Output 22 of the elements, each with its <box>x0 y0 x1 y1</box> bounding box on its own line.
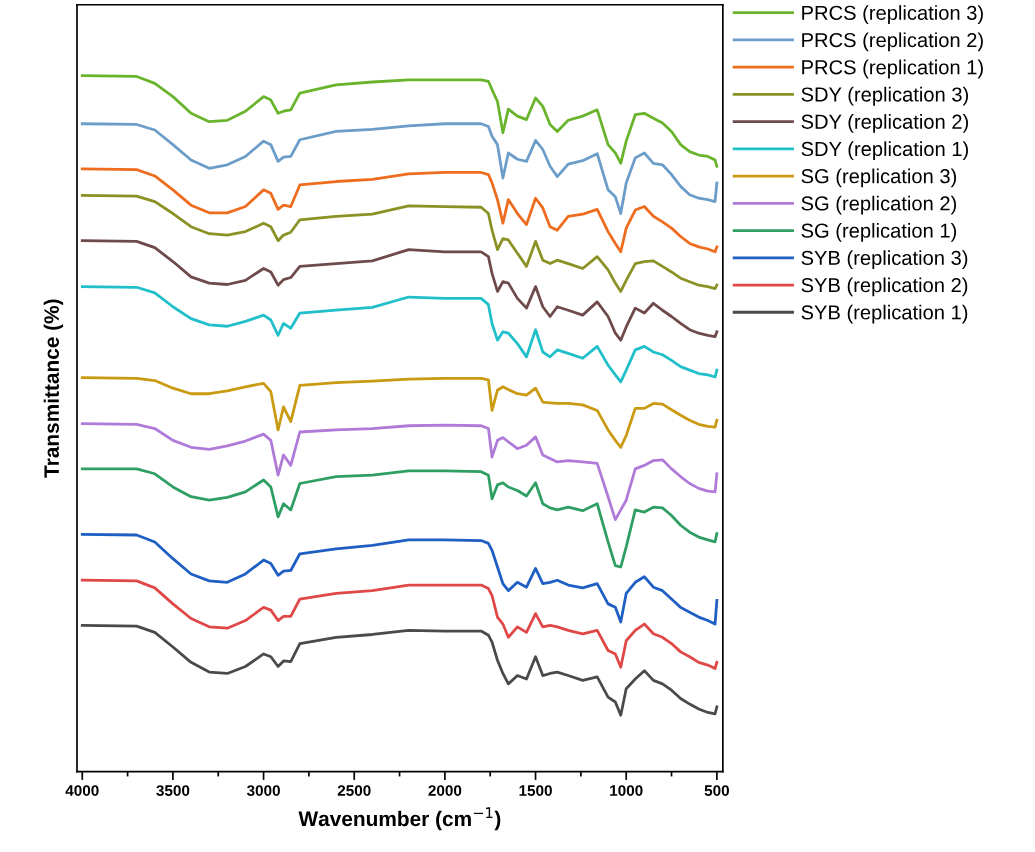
x-tick-label: 2000 <box>428 785 462 796</box>
x-tick-label: 1500 <box>519 785 552 796</box>
legend-label: SG (replication 1) <box>801 223 957 242</box>
x-tick-label: 500 <box>704 785 729 796</box>
legend-label: SG (replication 2) <box>801 195 957 215</box>
y-axis-title: Transmittance (%) <box>43 299 64 478</box>
x-tick-label: 3000 <box>246 785 280 797</box>
x-tick-label: 4000 <box>65 785 99 796</box>
legend-label: SDY (replication 3) <box>801 86 968 106</box>
x-tick-label: 2500 <box>337 785 371 796</box>
legend-label: PRCS (replication 3) <box>802 5 983 24</box>
legend-label: PRCS (replication 2) <box>802 32 983 52</box>
legend-label: SYB (replication 1) <box>801 304 968 324</box>
legend-label: SDY (replication 1) <box>801 141 968 161</box>
legend-label: SYB (replication 2) <box>801 277 968 297</box>
x-tick-label: 3500 <box>156 785 190 797</box>
legend-label: SG (replication 3) <box>801 168 957 188</box>
x-tick-label: 1000 <box>610 785 643 796</box>
legend-label: SDY (replication 2) <box>801 114 968 133</box>
legend-label: SYB (replication 3) <box>801 250 968 270</box>
x-axis-title: Wavenumber (cm$^{−1}$) <box>298 807 501 831</box>
legend-label: PRCS (replication 1) <box>802 59 983 79</box>
